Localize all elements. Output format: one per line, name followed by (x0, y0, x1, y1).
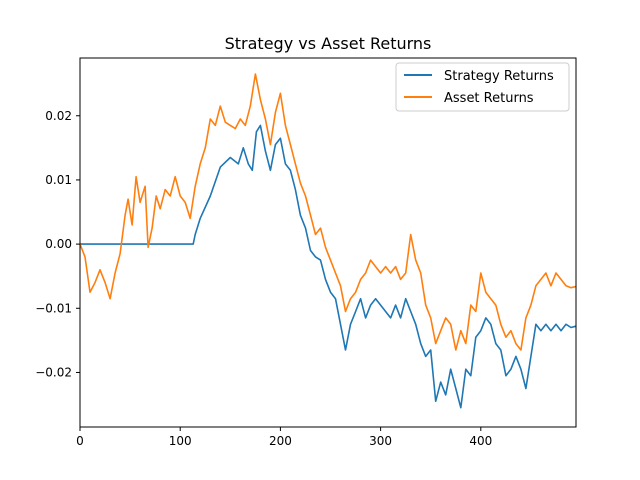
x-tick-label: 400 (469, 434, 492, 448)
series-line-asset-returns (79, 73, 577, 351)
x-tick-label: 0 (76, 434, 84, 448)
y-tick-label: −0.02 (35, 365, 72, 379)
series-line-strategy-returns (80, 124, 577, 409)
x-axis: 0 100 200 300 400 (76, 427, 492, 448)
plot-area-frame (79, 57, 577, 428)
x-tick-label: 100 (169, 434, 192, 448)
legend-box (395, 62, 570, 112)
legend-label-strategy: Strategy Returns (444, 69, 554, 84)
y-axis: −0.02 −0.01 0.00 0.01 0.02 (35, 109, 80, 379)
chart-title: Strategy vs Asset Returns (225, 34, 432, 53)
y-tick-label: −0.01 (35, 301, 72, 315)
x-tick-label: 300 (369, 434, 392, 448)
y-tick-label: 0.02 (45, 109, 72, 123)
legend-label-asset: Asset Returns (444, 91, 534, 106)
legend: Strategy Returns Asset Returns (395, 62, 570, 112)
x-tick-label: 200 (269, 434, 292, 448)
y-tick-label: 0.01 (45, 173, 72, 187)
series-layer (79, 73, 577, 409)
y-tick-label: 0.00 (45, 237, 72, 251)
